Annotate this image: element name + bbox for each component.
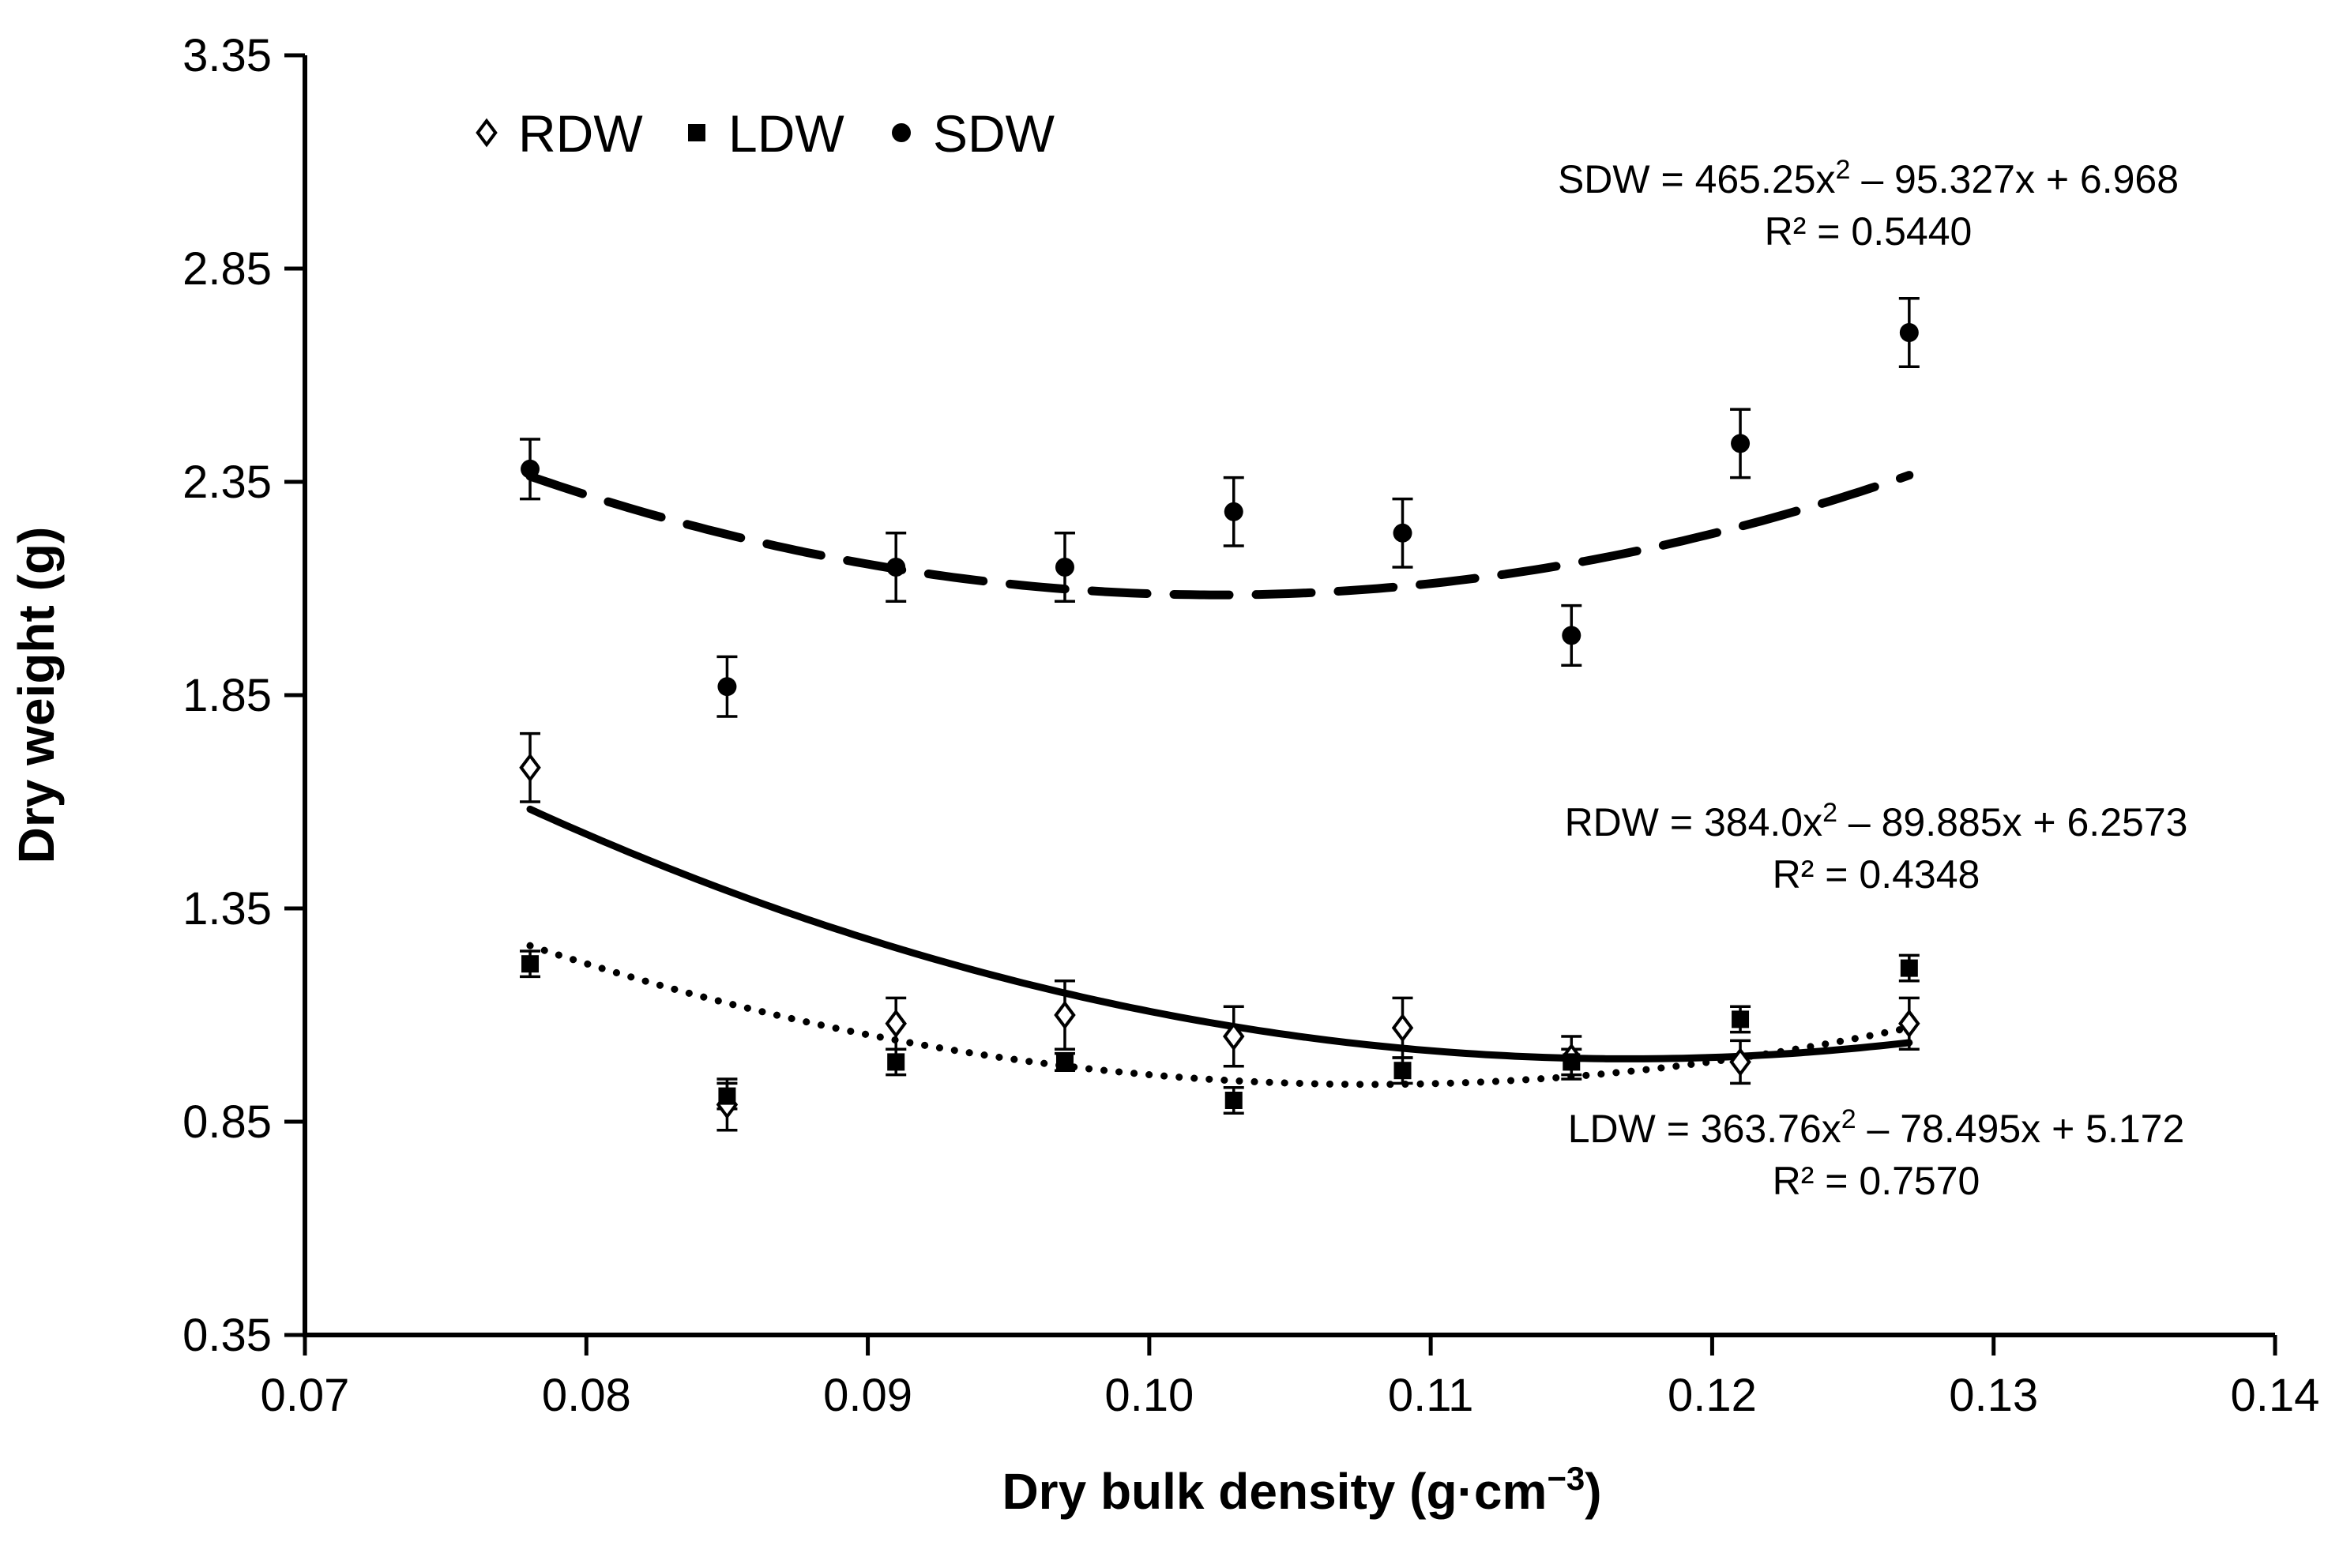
rdw-point (1222, 1021, 1245, 1051)
ldw-fit-curve (526, 942, 1913, 1089)
sdw-point (1224, 502, 1243, 521)
y-tick-label: 0.85 (182, 1096, 272, 1148)
rdw-point (1729, 1047, 1751, 1077)
rdw-equation-suffix: – 89.885x + 6.2573 (1837, 800, 2187, 844)
legend-rdw-marker (476, 118, 498, 148)
legend-rdw-label: RDW (518, 104, 643, 163)
ldw-point (1393, 1062, 1412, 1080)
ldw-point (1563, 1053, 1581, 1071)
rdw-equation-prefix: RDW = 384.0x (1565, 800, 1823, 844)
x-tick-label: 0.09 (823, 1370, 912, 1421)
y-tick-label: 1.85 (182, 670, 272, 721)
ldw-equation-suffix: – 78.495x + 5.172 (1856, 1107, 2185, 1151)
y-tick-label: 3.35 (182, 30, 272, 81)
legend: RDW LDW SDW (476, 104, 1055, 163)
ldw-point (1224, 1092, 1243, 1109)
x-tick-label: 0.08 (542, 1370, 631, 1421)
sdw-point (1562, 626, 1581, 645)
ldw-r-squared: R² = 0.7570 (1773, 1159, 1980, 1203)
x-tick-label: 0.11 (1388, 1370, 1474, 1421)
y-axis-ticks: 0.35 0.85 1.35 1.85 2.35 2.85 3.35 (182, 30, 305, 1361)
x-tick-label: 0.14 (2231, 1370, 2320, 1421)
sdw-point (1899, 323, 1919, 342)
ldw-point (718, 1087, 736, 1105)
ldw-equation-sup: 2 (1841, 1104, 1856, 1134)
y-tick-label: 2.35 (182, 457, 272, 508)
sdw-equation-sup: 2 (1836, 155, 1851, 185)
rdw-point (1054, 1000, 1076, 1030)
x-tick-label: 0.13 (1949, 1370, 2038, 1421)
ldw-point (521, 955, 540, 973)
sdw-equation: SDW = 465.25x2 – 95.327x + 6.968 (1558, 155, 2179, 201)
y-tick-label: 2.85 (182, 243, 272, 295)
x-tick-label: 0.12 (1668, 1370, 1757, 1421)
ldw-equation: LDW = 363.76x2 – 78.495x + 5.172 (1568, 1104, 2185, 1151)
y-tick-label: 0.35 (182, 1310, 272, 1361)
x-axis-ticks: 0.07 0.08 0.09 0.10 0.11 0.12 0.13 0.14 (261, 1335, 2320, 1421)
y-axis-title: Dry weight (g) (8, 527, 65, 864)
legend-ldw-marker (688, 124, 705, 141)
sdw-r-squared: R² = 0.5440 (1765, 209, 1973, 254)
data-points (519, 323, 1920, 1119)
rdw-equation-sup: 2 (1822, 798, 1837, 828)
sdw-point (1055, 558, 1074, 577)
ldw-point (1900, 959, 1918, 977)
x-axis-title: Dry bulk density (g·cm−3) (1002, 1460, 1601, 1520)
rdw-r-squared: R² = 0.4348 (1773, 852, 1980, 897)
x-tick-label: 0.10 (1104, 1370, 1194, 1421)
legend-ldw-label: LDW (728, 104, 844, 163)
rdw-equation: RDW = 384.0x2 – 89.885x + 6.2573 (1565, 798, 2188, 844)
ldw-point (1055, 1053, 1074, 1071)
x-tick-label: 0.07 (261, 1370, 350, 1421)
rdw-point (1898, 1009, 1920, 1039)
sdw-equation-prefix: SDW = 465.25x (1558, 157, 1836, 201)
rdw-point (519, 753, 541, 783)
sdw-point (1393, 523, 1412, 543)
rdw-fit-curve (526, 805, 1913, 1062)
rdw-point (885, 1009, 907, 1039)
sdw-fit-curve (525, 471, 1914, 600)
y-tick-label: 1.35 (182, 883, 272, 934)
sdw-point (1731, 434, 1751, 453)
ldw-equation-prefix: LDW = 363.76x (1568, 1107, 1841, 1151)
sdw-equation-suffix: – 95.327x + 6.968 (1850, 157, 2179, 201)
sdw-point (886, 558, 906, 577)
ldw-point (887, 1053, 905, 1071)
ldw-point (1732, 1010, 1750, 1028)
fit-curves (525, 471, 1914, 1089)
sdw-point (521, 459, 540, 479)
legend-sdw-marker (892, 123, 911, 142)
legend-sdw-label: SDW (933, 104, 1055, 163)
rdw-point (1391, 1013, 1414, 1043)
sdw-point (717, 677, 737, 697)
